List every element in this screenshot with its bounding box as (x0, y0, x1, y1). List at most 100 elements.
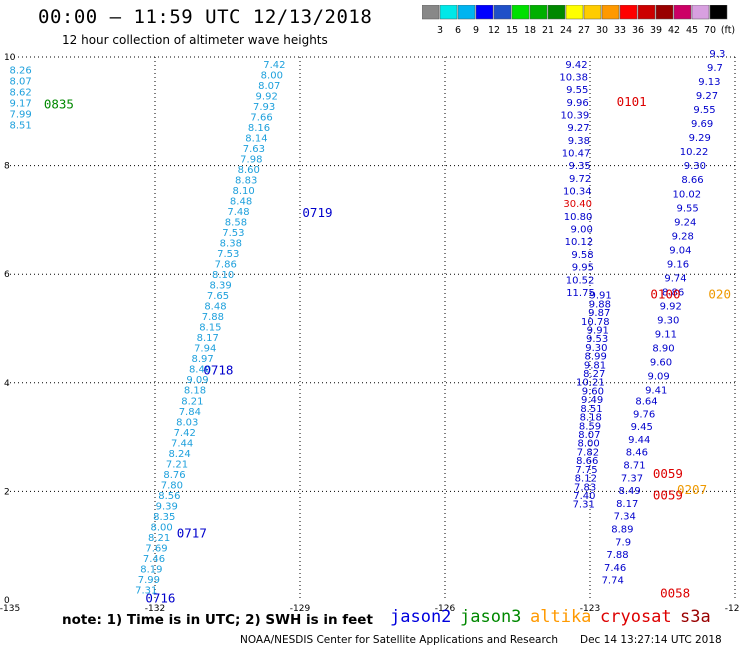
swh-value: 8.60 (238, 165, 260, 176)
swh-value: 8.40 (189, 365, 211, 376)
swh-value: 9.17 (9, 98, 31, 109)
swh-value: 9.29 (689, 133, 711, 144)
swh-value: 8.35 (153, 512, 175, 523)
swh-value: 10.38 (559, 73, 588, 84)
swh-value: 8.59 (579, 421, 601, 432)
scale-label: 18 (524, 25, 536, 36)
swh-value: 7.42 (174, 428, 196, 439)
x-tick-label: -132 (145, 604, 165, 614)
x-tick-label: -120 (725, 604, 740, 614)
swh-value: 9.00 (571, 225, 593, 236)
swh-value: 9.3 (709, 49, 725, 60)
swh-value: 9.44 (628, 435, 650, 446)
swh-value: 7.63 (243, 144, 265, 155)
swh-value: 8.51 (9, 120, 31, 131)
swh-value: 9.55 (566, 85, 588, 96)
swh-value: 8.07 (258, 81, 280, 92)
swh-value: 10.52 (566, 275, 595, 286)
swh-value: 8.64 (635, 397, 657, 408)
scale-label: 27 (578, 25, 590, 36)
x-tick-label: -123 (580, 604, 600, 614)
y-tick-label: 0 (4, 596, 10, 606)
swh-value: 8.71 (623, 461, 645, 472)
swh-value: 8.00 (578, 439, 600, 450)
legend-s3a: s3a (680, 607, 711, 627)
swh-value: 9.35 (569, 161, 591, 172)
swh-value: 9.92 (660, 301, 682, 312)
scale-swatch (601, 5, 620, 20)
y-tick-label: 8 (4, 162, 10, 172)
swh-value: 8.26 (9, 65, 31, 76)
swh-value: 10.21 (576, 378, 605, 389)
scale-swatch (475, 5, 494, 20)
swh-value: 9.41 (645, 386, 667, 397)
swh-value: 7.46 (604, 563, 626, 574)
swh-value: 7.84 (179, 407, 201, 418)
swh-value: 7.65 (207, 291, 229, 302)
pass-time-label: 0716 (145, 591, 175, 606)
swh-value: 8.83 (235, 175, 257, 186)
swh-value: 7.53 (217, 249, 239, 260)
swh-value: 9.72 (569, 174, 591, 185)
swh-value: 7.82 (577, 447, 599, 458)
swh-value: 8.17 (616, 499, 638, 510)
swh-value: 8.16 (248, 123, 270, 134)
legend-jason3: jason3 (460, 607, 522, 627)
swh-value: 8.00 (151, 522, 173, 533)
swh-value: 8.56 (158, 491, 180, 502)
swh-value: 8.03 (176, 417, 198, 428)
swh-value: 9.53 (586, 334, 608, 345)
swh-value: 7.31 (135, 585, 157, 596)
swh-value: 8.27 (583, 369, 605, 380)
swh-value: 9.28 (672, 231, 694, 242)
swh-value: 9.91 (587, 325, 609, 336)
swh-value: 11.75 (566, 288, 595, 299)
swh-value: 9.58 (571, 250, 593, 261)
swh-value: 9.55 (676, 203, 698, 214)
scale-swatch (709, 5, 728, 20)
swh-value: 7.21 (166, 459, 188, 470)
scale-swatch (565, 5, 584, 20)
swh-value: 8.10 (212, 270, 234, 281)
swh-value: 8.21 (181, 396, 203, 407)
swh-value: 7.83 (574, 482, 596, 493)
chart-subtitle: 12 hour collection of altimeter wave hei… (62, 33, 328, 47)
swh-value: 8.62 (9, 87, 31, 98)
swh-value: 7.99 (138, 575, 160, 586)
swh-value: 9.42 (565, 60, 587, 71)
footer-timestamp: Dec 14 13:27:14 UTC 2018 (580, 634, 722, 646)
swh-value: 8.24 (168, 449, 190, 460)
scale-label: 39 (650, 25, 662, 36)
pass-time-label: 0835 (44, 97, 74, 112)
swh-value: 9.38 (568, 136, 590, 147)
swh-value: 9.39 (156, 501, 178, 512)
swh-value: 7.94 (194, 344, 216, 355)
swh-value: 8.48 (230, 197, 252, 208)
swh-value: 9.88 (589, 299, 611, 310)
x-tick-label: -135 (0, 604, 20, 614)
swh-value: 10.12 (565, 237, 594, 248)
swh-value: 9.81 (584, 360, 606, 371)
swh-value: 30.40 (563, 199, 592, 210)
swh-value: 10.39 (561, 111, 590, 122)
swh-value: 9.27 (696, 91, 718, 102)
swh-value: 8.12 (575, 474, 597, 485)
swh-value: 9.55 (693, 105, 715, 116)
scale-label: 24 (560, 25, 572, 36)
swh-value: 9.91 (589, 291, 611, 302)
swh-value: 9.04 (669, 245, 691, 256)
swh-value: 10.80 (564, 212, 593, 223)
y-tick-label: 4 (4, 379, 10, 389)
pass-time-label: 0101 (617, 94, 647, 109)
legend-jason2: jason2 (390, 607, 452, 627)
swh-value: 10.02 (673, 189, 702, 200)
swh-value: 9.27 (567, 123, 589, 134)
scale-swatch (547, 5, 566, 20)
y-tick-label: 10 (4, 53, 16, 63)
swh-value: 8.90 (652, 344, 674, 355)
swh-value: 9.45 (631, 422, 653, 433)
swh-value: 8.46 (626, 448, 648, 459)
swh-value: 9.16 (667, 259, 689, 270)
swh-value: 8.19 (140, 564, 162, 575)
swh-value: 8.49 (618, 486, 640, 497)
